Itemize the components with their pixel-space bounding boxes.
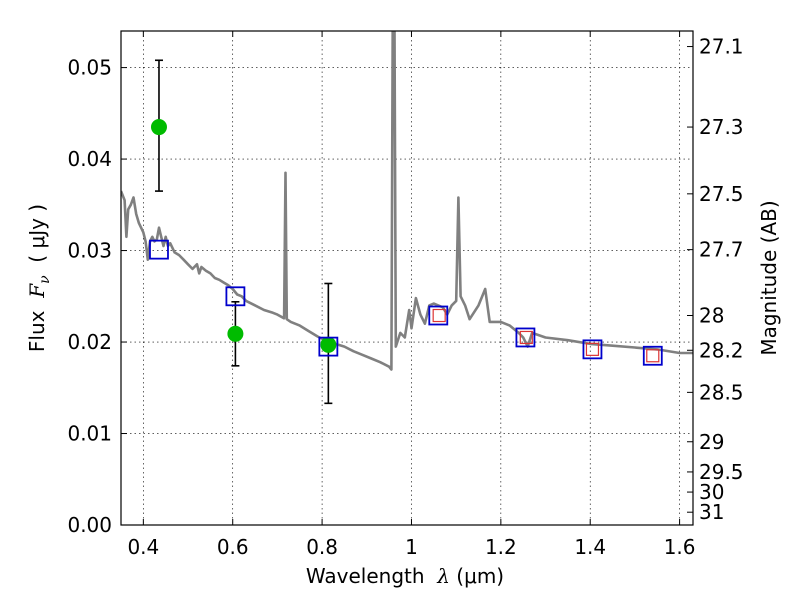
model-flux-square — [428, 305, 449, 326]
y-tick-label: 0.05 — [67, 56, 112, 80]
model-flux-square — [515, 327, 536, 348]
x-axis-label-symbol: λ — [436, 564, 450, 588]
y-tick-label: 0.04 — [67, 147, 112, 171]
model-flux-square — [318, 336, 339, 357]
x-axis-label: Wavelength λ (μm) — [306, 564, 504, 588]
x-tick-label: 0.4 — [127, 535, 159, 559]
tick-layer: 0.4 0.6 0.8 1 1.2 1.4 1.6 0.00 0.01 0.02 0.03 0.04 0… — [67, 31, 744, 559]
y-axis-label-suffix: ( μJy ) — [25, 204, 49, 276]
x-tick-label: 0.8 — [306, 535, 338, 559]
y-tick-label: 0.00 — [67, 513, 112, 537]
y-axis-label: Flux Fν ( μJy ) — [25, 204, 53, 352]
right-axis-label: Magnitude (AB) — [757, 200, 781, 355]
right-tick-label: 27.1 — [699, 35, 744, 59]
y-tick-label: 0.02 — [67, 330, 112, 354]
plot-frame — [120, 30, 694, 526]
model-flux-square — [642, 345, 663, 366]
right-tick-label: 31 — [699, 500, 724, 524]
upper-limit-marker — [519, 330, 533, 345]
grid-lines — [121, 31, 693, 526]
x-axis-label-suffix: (μm) — [450, 564, 504, 588]
data-layer — [121, 31, 693, 371]
right-tick-label: 29 — [699, 430, 724, 454]
right-tick-label: 27.3 — [699, 115, 744, 139]
x-tick-label: 1.4 — [574, 535, 606, 559]
right-tick-label: 27.7 — [699, 238, 744, 262]
x-tick-label: 0.6 — [217, 535, 249, 559]
x-axis-label-prefix: Wavelength — [306, 564, 437, 588]
right-tick-label: 30 — [699, 480, 724, 504]
y-axis-label-subscript: ν — [37, 275, 53, 284]
right-tick-label: 28.5 — [699, 380, 744, 404]
right-tick-label: 29.5 — [699, 460, 744, 484]
y-tick-label: 0.01 — [67, 422, 112, 446]
y-axis-label-prefix: Flux — [25, 298, 49, 352]
right-tick-label: 27.5 — [699, 182, 744, 206]
observed-flux-point — [320, 336, 337, 353]
observed-flux-point — [150, 119, 167, 136]
model-flux-square — [582, 339, 603, 360]
x-tick-label: 1.2 — [485, 535, 517, 559]
upper-limit-marker — [585, 342, 600, 356]
right-tick-label: 28.2 — [699, 338, 744, 362]
observed-flux-point — [227, 325, 244, 342]
model-sed-line — [121, 31, 693, 371]
upper-limit-marker — [646, 349, 660, 363]
x-tick-label: 1 — [405, 535, 418, 559]
y-tick-label: 0.03 — [67, 239, 112, 263]
marker-layer — [149, 59, 663, 405]
right-tick-label: 28 — [699, 304, 724, 328]
x-tick-label: 1.6 — [664, 535, 696, 559]
upper-limit-marker — [432, 308, 446, 323]
model-flux-square — [149, 239, 169, 260]
y-axis-label-symbol: F — [25, 283, 49, 299]
model-flux-square — [225, 286, 246, 307]
